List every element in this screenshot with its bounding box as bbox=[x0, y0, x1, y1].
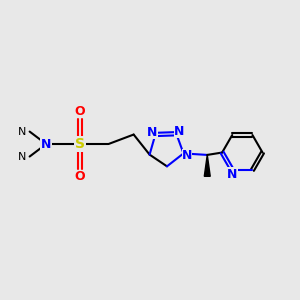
Text: S: S bbox=[75, 137, 85, 151]
Text: N: N bbox=[174, 125, 184, 138]
Text: N: N bbox=[41, 138, 51, 151]
Text: N: N bbox=[18, 152, 26, 161]
Text: N: N bbox=[182, 149, 192, 162]
Text: O: O bbox=[75, 105, 86, 118]
Polygon shape bbox=[204, 155, 210, 176]
Text: N: N bbox=[227, 168, 237, 181]
Text: O: O bbox=[75, 170, 86, 183]
Text: N: N bbox=[147, 126, 158, 139]
Text: N: N bbox=[18, 127, 26, 136]
